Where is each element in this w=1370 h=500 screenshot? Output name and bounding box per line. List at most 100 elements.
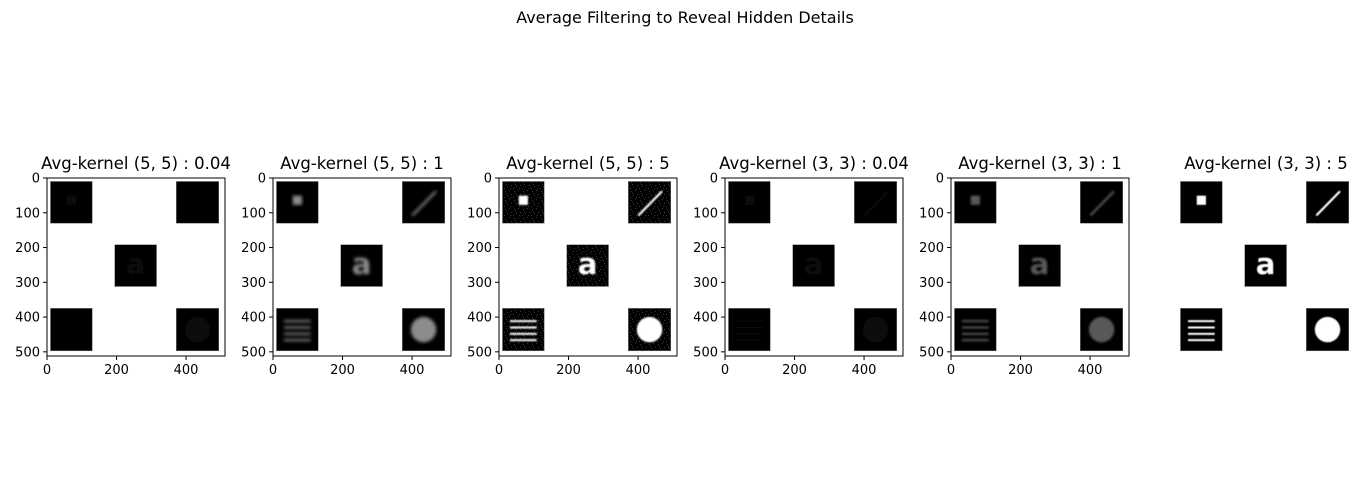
- y-tick-label: 500: [919, 345, 944, 360]
- horizontal-lines-tile: [728, 308, 771, 352]
- y-tick-label: 400: [919, 311, 944, 326]
- tile-feature: a: [1256, 247, 1276, 281]
- y-tick-label: 100: [919, 206, 944, 221]
- square-tile: [954, 181, 997, 224]
- y-tick-label: 200: [919, 241, 944, 256]
- tile-block: [628, 181, 671, 224]
- y-tick-label: 300: [693, 276, 718, 291]
- tile-block: [792, 244, 835, 287]
- diagonal-line-tile: [176, 181, 219, 224]
- tile-feature: [961, 320, 989, 342]
- tile-block: [1180, 308, 1223, 352]
- square-mark: [518, 195, 528, 205]
- y-tick-label: 0: [710, 172, 718, 187]
- figure-suptitle: Average Filtering to Reveal Hidden Detai…: [516, 8, 854, 27]
- square-tile: [276, 181, 319, 224]
- x-tick-label: 400: [1078, 363, 1103, 378]
- tile-feature: [292, 195, 302, 205]
- x-tick-label: 400: [174, 363, 199, 378]
- tile-feature: [184, 316, 211, 343]
- panel-3: Avg-kernel (5, 5) : 5 a 0 200 400 0 100 200 300 4…: [467, 154, 678, 378]
- square-tile: [50, 181, 93, 224]
- y-tick-label: 200: [15, 241, 40, 256]
- y-tick-label: 300: [241, 276, 266, 291]
- letter-mark: a: [1256, 247, 1276, 281]
- square-mark: [970, 195, 980, 205]
- square-tile: [728, 181, 771, 224]
- tile-feature: a: [352, 247, 372, 281]
- panel-title: Avg-kernel (3, 3) : 5: [1184, 154, 1347, 173]
- panel-1: Avg-kernel (5, 5) : 0.04 a 0 200 400 0 100 200 3…: [15, 154, 231, 378]
- y-tick-label: 200: [693, 241, 718, 256]
- panel-title: Avg-kernel (5, 5) : 1: [280, 154, 443, 173]
- x-tick-label: 400: [400, 363, 425, 378]
- tile-block: [176, 181, 219, 224]
- axes-frame: [272, 177, 452, 357]
- square-mark: [292, 195, 302, 205]
- panel-6: Avg-kernel (3, 3) : 5 a: [1177, 154, 1355, 356]
- tile-feature: [283, 320, 311, 342]
- panel-title: Avg-kernel (5, 5) : 0.04: [41, 154, 231, 173]
- tile-block: [1244, 244, 1287, 287]
- letter-a-tile: a: [114, 244, 157, 287]
- axes-frame: [724, 177, 904, 357]
- tile-feature: [637, 190, 663, 216]
- y-tick-label: 0: [936, 172, 944, 187]
- circle-tile: [1306, 308, 1349, 352]
- circle-tile: [1080, 308, 1123, 352]
- tile-block: [728, 308, 771, 352]
- diagonal-line-mark: [1089, 190, 1115, 216]
- tile-block: [566, 244, 609, 287]
- tile-feature: [1314, 316, 1341, 343]
- y-tick-label: 200: [241, 241, 266, 256]
- diagonal-line-tile: [402, 181, 445, 224]
- y-tick-label: 300: [467, 276, 492, 291]
- x-tick-label: 200: [1008, 363, 1033, 378]
- tile-block: [854, 181, 897, 224]
- tile-block: [1180, 181, 1223, 224]
- y-tick-label: 300: [15, 276, 40, 291]
- letter-mark: a: [578, 247, 598, 281]
- axes-frame: [498, 177, 678, 357]
- x-tick-label: 0: [43, 363, 51, 378]
- tile-feature: [744, 195, 754, 205]
- tile-block: [1080, 181, 1123, 224]
- tile-feature: a: [1030, 247, 1050, 281]
- y-tick-label: 400: [241, 311, 266, 326]
- y-tick-label: 500: [693, 345, 718, 360]
- tile-feature: [185, 190, 211, 216]
- panel-title: Avg-kernel (3, 3) : 0.04: [719, 154, 909, 173]
- diagonal-line-mark: [637, 190, 663, 216]
- tile-block: [1306, 181, 1349, 224]
- y-tick-label: 0: [32, 172, 40, 187]
- circle-mark: [410, 316, 437, 343]
- tile-feature: [1196, 195, 1206, 205]
- tile-feature: [636, 316, 663, 343]
- circle-mark: [1314, 316, 1341, 343]
- letter-mark: a: [126, 247, 146, 281]
- panel-title: Avg-kernel (3, 3) : 1: [958, 154, 1121, 173]
- y-tick-label: 100: [693, 206, 718, 221]
- y-tick-label: 400: [467, 311, 492, 326]
- y-tick-label: 500: [467, 345, 492, 360]
- x-tick-label: 200: [330, 363, 355, 378]
- square-tile: [1180, 181, 1223, 224]
- x-tick-label: 200: [104, 363, 129, 378]
- horizontal-lines-tile: [1180, 308, 1223, 352]
- axes-frame: [46, 177, 226, 357]
- tile-feature: [518, 195, 528, 205]
- letter-mark: a: [352, 247, 372, 281]
- diagonal-line-tile: [1080, 181, 1123, 224]
- x-tick-label: 0: [947, 363, 955, 378]
- tile-feature: [411, 190, 437, 216]
- horizontal-lines-tile: [276, 308, 319, 352]
- tile-feature: [509, 320, 537, 342]
- tile-feature: a: [578, 247, 598, 281]
- tile-feature: [57, 320, 85, 342]
- tile-block: [50, 308, 93, 352]
- y-tick-label: 400: [15, 311, 40, 326]
- tile-feature: [970, 195, 980, 205]
- tile-feature: [863, 190, 889, 216]
- tile-feature: [1315, 190, 1341, 216]
